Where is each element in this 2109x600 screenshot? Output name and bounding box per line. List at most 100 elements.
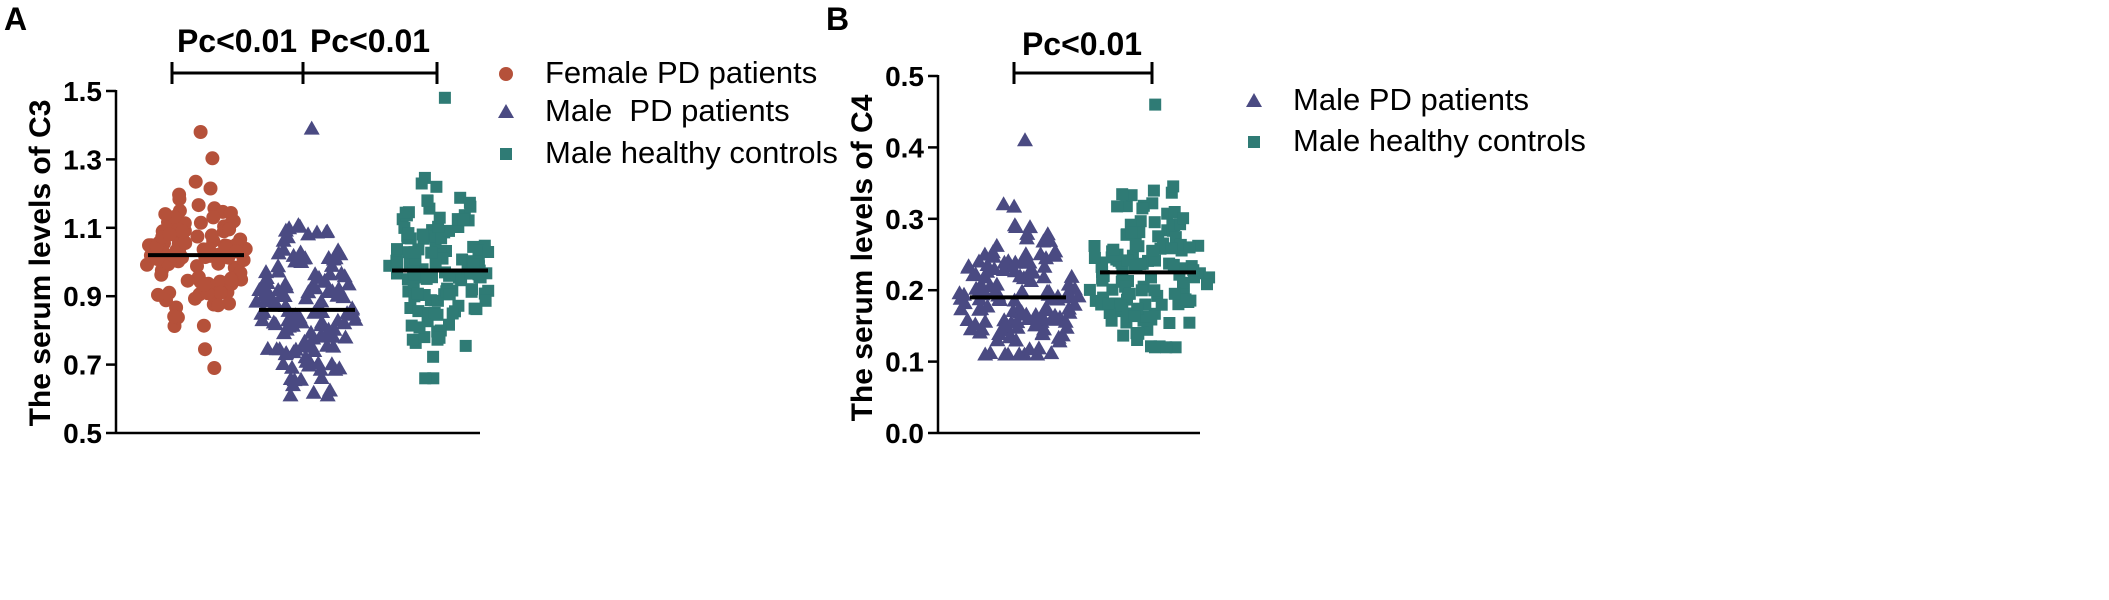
panel-b-sig-label: Pc<0.01: [1022, 26, 1142, 62]
panel-a-point: [188, 174, 203, 189]
panel-a-point: [411, 287, 424, 300]
panel-b-point: [995, 196, 1012, 211]
panel-a-sig-label-1: Pc<0.01: [177, 23, 297, 59]
panel-a-point: [313, 314, 330, 329]
panel-a-sig-label-2: Pc<0.01: [310, 23, 430, 59]
panel-a-point: [154, 267, 169, 282]
panel-b-point: [1116, 188, 1129, 201]
panel-b-legend: Male PD patients Male healthy controls: [1246, 82, 1586, 158]
panel-a-point: [337, 329, 354, 344]
panel-b-point: [995, 262, 1012, 276]
panel-a-point: [419, 372, 432, 385]
panel-a-point: [204, 228, 219, 243]
panel-a-point: [319, 337, 335, 352]
panel-b-point: [1102, 297, 1115, 310]
panel-b-point: [1038, 299, 1055, 314]
panel-a-point: [340, 276, 357, 291]
panel-a-point: [470, 303, 483, 316]
panel-a-point: [203, 181, 218, 196]
panel-b-point: [1177, 212, 1190, 225]
panel-b-point: [1187, 264, 1200, 277]
panel-b-point: [1083, 283, 1096, 296]
panel-b-point: [996, 312, 1013, 327]
panel-a-point: [222, 296, 236, 311]
panel-a-point: [430, 180, 443, 193]
panel-a-point: [196, 318, 211, 333]
panel-a-point: [466, 283, 478, 296]
panel-b-point: [956, 295, 973, 310]
panel-b-point: [1179, 293, 1192, 306]
panel-b-point: [1168, 287, 1181, 300]
panel-b-point: [1128, 310, 1141, 323]
panel-a-y-tick-label: 0.9: [63, 281, 102, 312]
panel-b-point: [1060, 300, 1077, 315]
panel-a-point: [313, 370, 330, 384]
panel-a-point: [300, 226, 317, 241]
panel-a-point: [259, 340, 276, 355]
panel-a-point: [278, 321, 295, 336]
legend-a-label-female: Female PD patients: [545, 55, 817, 90]
panel-a-point: [213, 285, 228, 300]
panel-b-point: [1047, 243, 1064, 258]
panel-b-point: [1177, 276, 1189, 289]
panel-b-point: [976, 246, 993, 261]
panel-a-point: [307, 280, 324, 295]
panel-b-point: [1035, 269, 1052, 284]
panel-a-point: [425, 246, 438, 259]
panel-a-point: [331, 283, 348, 298]
panel-b-point: [1149, 254, 1161, 267]
panel-a-point: [418, 331, 431, 344]
panel-a-point: [297, 250, 314, 265]
panel-a-point: [172, 187, 187, 202]
panel-b-point: [1025, 264, 1042, 279]
panel-a-point: [416, 228, 429, 241]
panel-a-point: [270, 282, 287, 297]
panel-a-point: [333, 265, 350, 280]
panel-b-point: [1183, 316, 1196, 329]
panel-b-point: [1022, 219, 1038, 234]
panel-b-point: [997, 318, 1014, 333]
panel-b-point: [1145, 271, 1157, 284]
panel-b-point: [1018, 230, 1035, 245]
panel-b-point: [1136, 202, 1149, 215]
panel-b-point: [959, 312, 976, 326]
panel-a: A The serum levels of C3 0.5 0.7 0.9 1.1 1.3…: [4, 1, 838, 449]
panel-a-y-tick-label: 1.3: [63, 144, 102, 175]
panel-a-point: [322, 266, 338, 281]
panel-a-y-tick-label: 0.5: [63, 418, 102, 449]
panel-a-point: [345, 306, 362, 321]
panel-a-point: [433, 211, 446, 224]
panel-b-point: [997, 346, 1014, 361]
panel-b-point: [971, 324, 988, 339]
panel-a-point: [467, 258, 480, 271]
panel-a-point: [446, 307, 459, 320]
panel-b-means: [970, 270, 1196, 300]
panel-a-point: [175, 224, 190, 239]
panel-b-axes: 0.0 0.1 0.2 0.3 0.4 0.5: [885, 61, 1200, 449]
panel-b-point: [1128, 259, 1141, 272]
panel-a-legend-marker: [499, 67, 513, 81]
panel-b-point: [1011, 346, 1028, 361]
panel-b-point: [1017, 246, 1034, 261]
panel-a-point: [305, 384, 322, 399]
panel-b-y-tick-label: 0.4: [885, 132, 924, 163]
panel-b-point: [982, 278, 999, 292]
panel-a-point: [257, 274, 274, 289]
panel-b-point: [1149, 98, 1162, 111]
panel-a-point: [196, 242, 211, 257]
panel-a-point: [482, 246, 495, 258]
panel-a-point: [267, 316, 284, 331]
panel-a-point: [177, 235, 192, 250]
panel-a-point: [293, 371, 309, 386]
panel-a-point: [213, 274, 228, 289]
panel-b-y-tick-label: 0.0: [885, 418, 924, 449]
panel-a-axes: 0.5 0.7 0.9 1.1 1.3 1.5: [63, 76, 480, 449]
panel-a-y-tick-label: 1.1: [63, 213, 102, 244]
panel-a-point: [211, 298, 226, 313]
panel-a-point: [402, 227, 415, 240]
panel-b-point: [1148, 216, 1161, 229]
panel-a-point: [319, 284, 336, 298]
panel-a-legend-marker: [498, 104, 514, 118]
panel-a-point: [472, 244, 485, 257]
panel-b-point: [1096, 272, 1109, 285]
